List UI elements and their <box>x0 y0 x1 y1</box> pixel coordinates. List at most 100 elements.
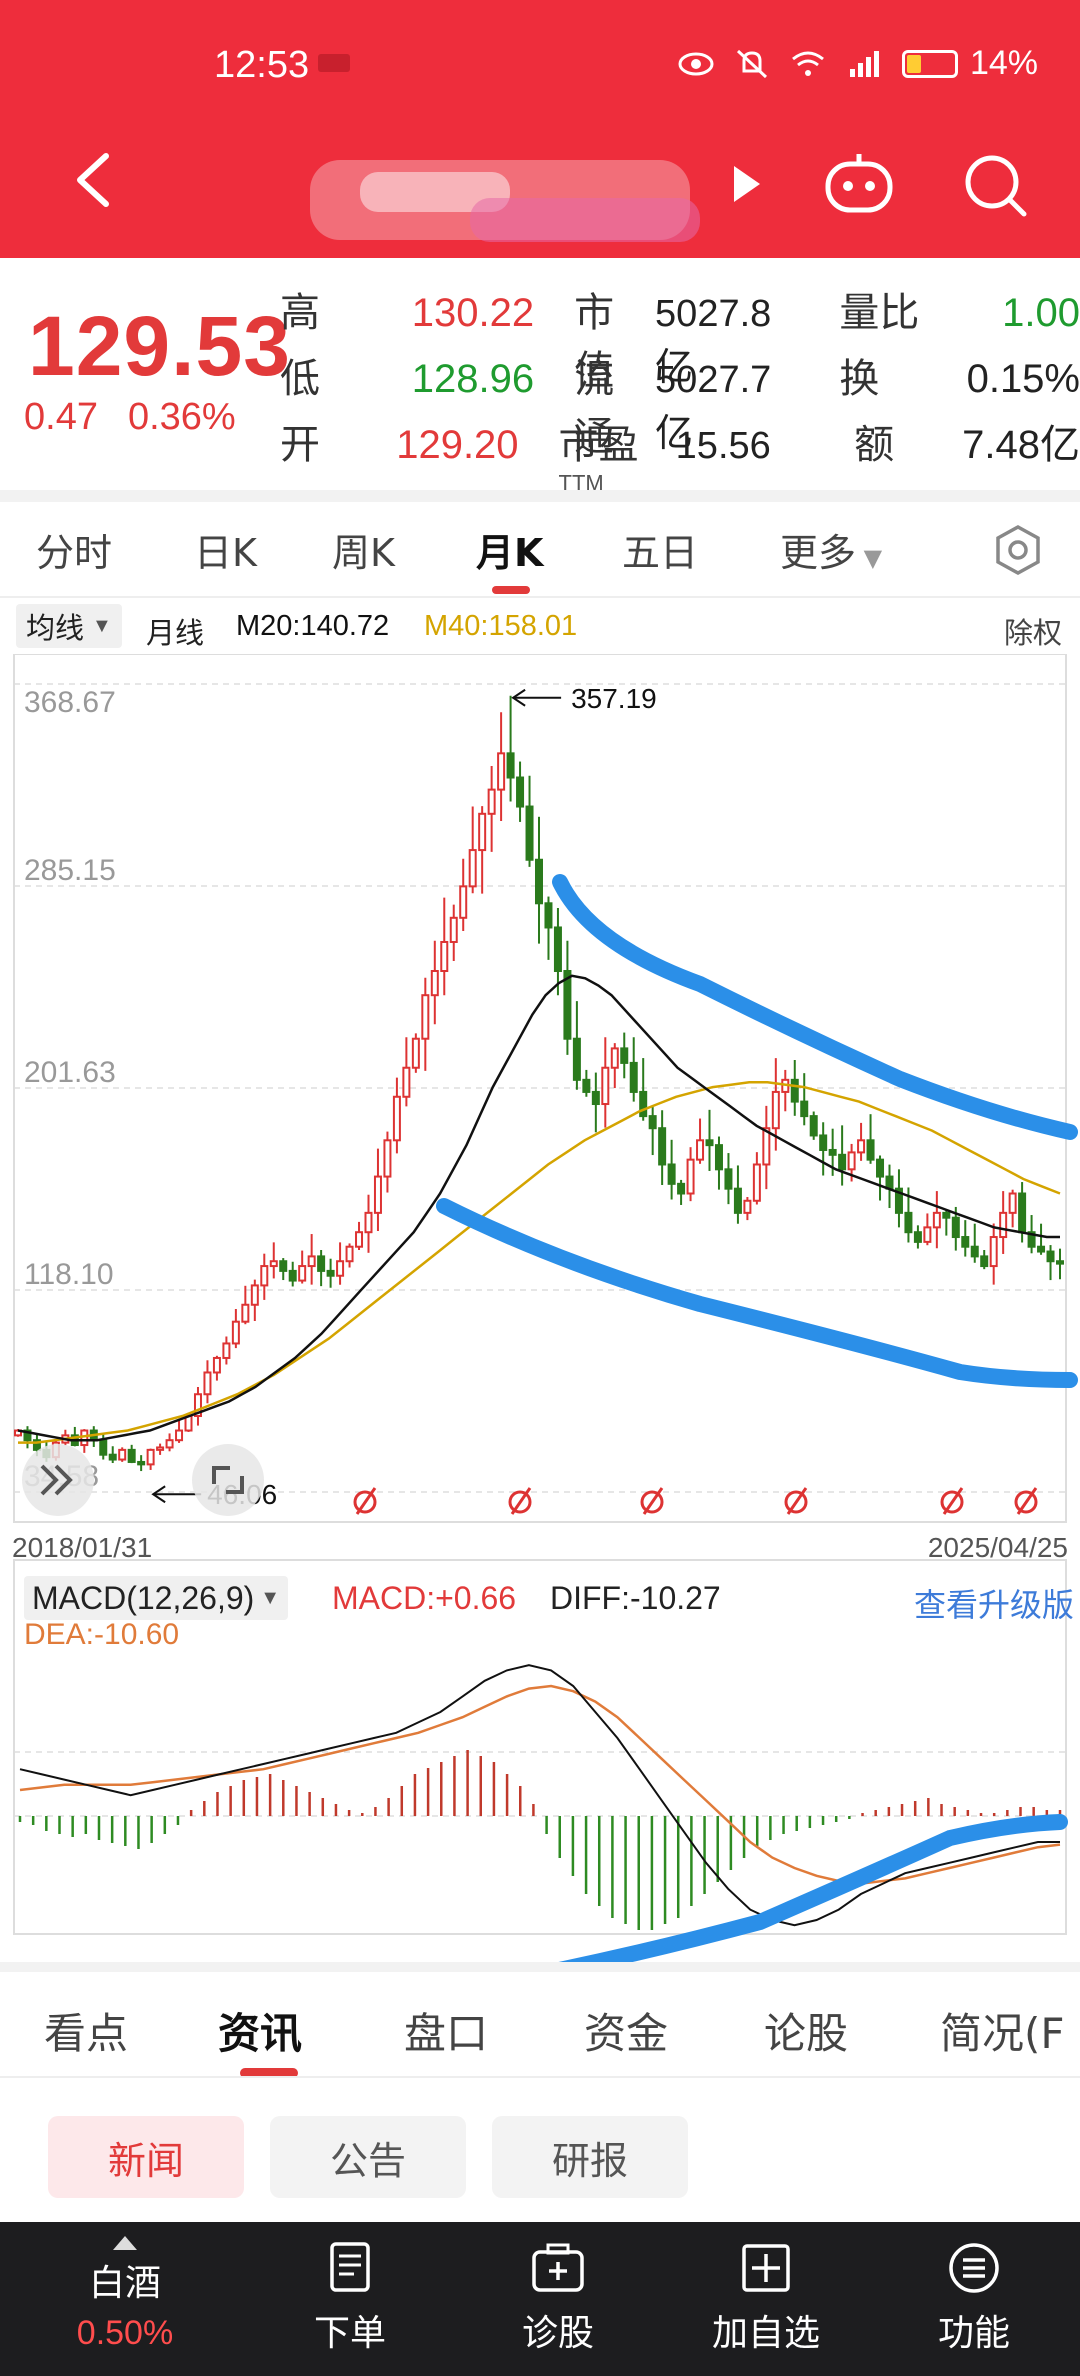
mcap-label: 市值 <box>574 291 615 393</box>
battery-percent: 14% <box>969 44 1038 82</box>
candle-body <box>193 1393 202 1418</box>
candle-body <box>241 1303 250 1323</box>
candle-body <box>790 1078 799 1103</box>
assistant-robot-icon[interactable] <box>822 150 896 214</box>
section-divider <box>0 490 1080 502</box>
notification-indicator-icon <box>318 54 350 72</box>
candle-body <box>885 1175 894 1190</box>
wifi-icon <box>792 51 824 76</box>
battery-indicator: 14% <box>901 44 1038 83</box>
tab-highlights[interactable]: 看点 <box>44 2009 129 2058</box>
candle-body <box>411 1037 420 1069</box>
candle-body <box>658 1127 667 1166</box>
candle-body <box>288 1269 297 1282</box>
candle-body <box>23 1429 32 1442</box>
ex-rights-toggle[interactable]: 除权 <box>1003 618 1062 650</box>
candle-body <box>298 1265 307 1282</box>
tab-news-info[interactable]: 资讯 <box>218 2009 303 2058</box>
settings-gear-icon[interactable] <box>992 524 1044 576</box>
tab-more[interactable]: 更多 ▼ <box>780 531 883 575</box>
expand-icon <box>40 1464 59 1496</box>
add-watchlist-icon <box>742 2244 790 2292</box>
candle-body <box>752 1163 761 1202</box>
sector-name: 白酒 <box>88 2263 161 2304</box>
dea-line <box>19 1684 1061 1885</box>
dividend-marker-slash <box>355 1487 377 1515</box>
candle-body <box>923 1226 932 1243</box>
low-label: 低 <box>280 357 320 401</box>
candle-body <box>724 1168 733 1190</box>
macd-selector[interactable]: MACD(12,26,9) ▼ <box>24 1576 289 1620</box>
chart-end-date: 2025/04/25 <box>927 1532 1068 1563</box>
indicator-selector[interactable]: 均线 ▼ <box>16 604 122 648</box>
candle-body <box>970 1245 979 1258</box>
dividend-marker <box>640 1490 664 1514</box>
tab-monthly-k[interactable]: 月K <box>476 531 544 575</box>
candle-body <box>430 970 439 997</box>
eye-icon <box>678 52 714 75</box>
back-arrow-icon[interactable] <box>66 150 126 210</box>
pill-news[interactable]: 新闻 <box>48 2116 244 2198</box>
candle-body <box>364 1211 373 1234</box>
fullscreen-button-bg <box>192 1444 264 1516</box>
add-watchlist-button[interactable]: 加自选 <box>666 2222 866 2376</box>
tab-profile[interactable]: 简况(F <box>940 2009 1065 2058</box>
candle-body <box>942 1211 951 1219</box>
ma20-line <box>17 974 1060 1442</box>
app-header: 12:53 14% <box>0 0 1080 258</box>
ma40-line <box>18 1081 1061 1444</box>
diagnose-icon <box>532 2243 584 2292</box>
change-percent: 0.36% <box>127 396 236 438</box>
candle-body <box>468 849 477 888</box>
dividend-marker-slash <box>942 1487 964 1515</box>
active-tab-indicator <box>492 586 530 594</box>
tab-order-book[interactable]: 盘口 <box>404 2009 489 2058</box>
candle-body <box>980 1255 989 1268</box>
pill-announcements[interactable]: 公告 <box>270 2116 466 2198</box>
diagnose-button[interactable]: 诊股 <box>458 2222 658 2376</box>
sector-button[interactable]: 白酒 0.50% <box>40 2222 210 2376</box>
candle-body <box>572 1037 581 1081</box>
tab-weekly-k[interactable]: 周K <box>332 531 395 575</box>
info-tabs: 看点 资讯 盘口 资金 论股 简况(F <box>0 1962 1080 2078</box>
candle-body <box>819 1134 828 1151</box>
candle-body <box>260 1265 269 1287</box>
tab-daily-k[interactable]: 日K <box>194 531 257 575</box>
dividend-marker <box>1014 1490 1038 1514</box>
candle-body <box>307 1255 316 1268</box>
tab-forum[interactable]: 论股 <box>764 2009 849 2058</box>
open-value: 129.20 <box>396 423 519 467</box>
candle-body <box>127 1448 136 1463</box>
candle-body <box>999 1211 1008 1239</box>
candle-body <box>383 1139 392 1178</box>
tab-fund-flow[interactable]: 资金 <box>584 2009 669 2058</box>
chevron-down-icon: ▼ <box>856 544 883 572</box>
sector-change: 0.50% <box>76 2314 174 2352</box>
candle-body <box>1018 1192 1027 1234</box>
candle-body <box>601 1066 610 1106</box>
candle-body <box>1046 1250 1055 1263</box>
last-price: 129.53 <box>28 299 291 393</box>
next-stock-icon[interactable] <box>728 162 764 206</box>
dividend-marker <box>353 1490 377 1514</box>
candle-body <box>989 1236 998 1268</box>
upgrade-link[interactable]: 查看升级版 <box>913 1587 1074 1623</box>
candle-body <box>847 1151 856 1171</box>
period-tabs: 分时 日K 周K 月K 五日 更多 ▼ <box>0 502 1080 598</box>
order-button[interactable]: 下单 <box>250 2222 450 2376</box>
candle-body <box>610 1047 619 1069</box>
pe-value: 15.56 <box>675 425 771 467</box>
search-icon[interactable] <box>962 152 1028 218</box>
ma20-value: M20:140.72 <box>236 610 390 642</box>
dividend-marker-slash <box>1016 1487 1038 1515</box>
tab-intraday[interactable]: 分时 <box>36 531 113 575</box>
candle-body <box>250 1284 259 1306</box>
function-menu-button[interactable]: 功能 <box>874 2222 1074 2376</box>
ma40-value: M40:158.01 <box>424 610 578 642</box>
candle-body <box>620 1047 629 1064</box>
candle-body <box>961 1236 970 1248</box>
mcap-value: 5027.8亿 <box>655 293 772 389</box>
pill-research[interactable]: 研报 <box>492 2116 688 2198</box>
tab-five-day[interactable]: 五日 <box>622 531 699 575</box>
